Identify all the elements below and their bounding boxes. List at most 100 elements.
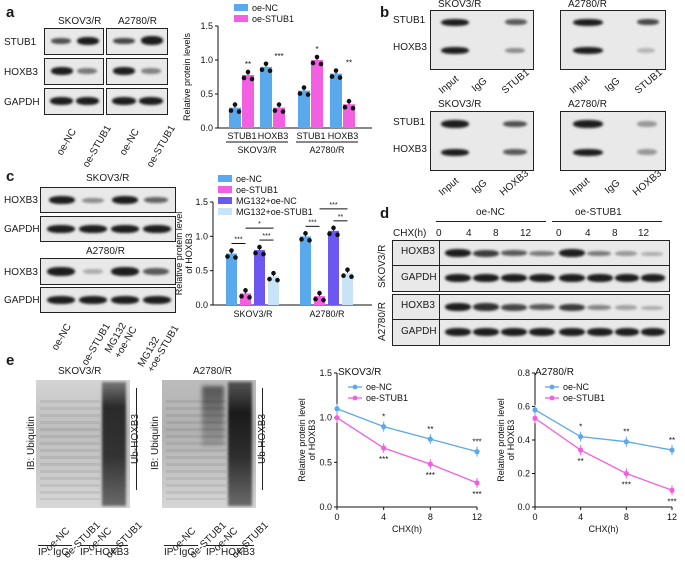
data-point [303, 231, 308, 236]
data-point [271, 270, 276, 276]
significance-mark: ** [338, 214, 344, 221]
y-tick-label: 1.0 [319, 413, 332, 423]
d-bracket [436, 221, 546, 222]
legend-marker [352, 384, 358, 390]
a-row-label: STUB1 [4, 37, 37, 48]
b-row-label: STUB1 [393, 117, 426, 128]
legend-label: oe-NC [236, 174, 263, 184]
y-axis-label: Relative protein levelof HOXB3 [297, 398, 317, 482]
data-point [427, 436, 433, 442]
panel-label-e: e [6, 352, 15, 369]
data-point [669, 447, 675, 453]
significance-mark: * [315, 45, 318, 54]
data-point [669, 487, 675, 493]
blot-stub1-skov3 [44, 28, 104, 55]
y-tick-label: 0.0 [195, 300, 208, 310]
data-point [349, 274, 354, 280]
data-point [532, 415, 538, 421]
data-point [275, 277, 280, 283]
data-point [333, 68, 339, 73]
bar [328, 230, 339, 305]
e-ib-label: IB: Ubiquitin [150, 416, 161, 470]
data-point [232, 102, 238, 107]
data-point [301, 85, 307, 90]
significance-mark: ** [346, 59, 352, 68]
e-ip-label: IP: HOXB3 [206, 547, 255, 558]
y-tick-label: 1.0 [200, 55, 213, 65]
b-row-label: HOXB3 [393, 42, 427, 53]
c-row-label: HOXB3 [4, 267, 38, 278]
c-cell-line: SKOV3/R [86, 173, 130, 184]
data-point [249, 76, 255, 82]
legend-swatch [218, 208, 232, 215]
data-point [337, 75, 343, 80]
x-axis-label: CHX(h) [392, 524, 422, 534]
data-point [239, 294, 244, 299]
data-point [236, 109, 242, 114]
data-point [427, 461, 433, 467]
x-tick-label: HOXB3 [258, 131, 289, 141]
data-point [578, 434, 584, 440]
bar [298, 90, 310, 128]
legend-label: oe-NC [252, 3, 279, 13]
x-tick-label: 0 [532, 512, 537, 522]
data-point [267, 68, 273, 74]
legend-swatch [218, 197, 232, 204]
bar [260, 66, 272, 128]
y-axis-label: Relative protein levelof HOXB3 [496, 398, 516, 482]
d-time: 4 [585, 228, 591, 239]
series-line [534, 417, 673, 491]
data-point [225, 254, 230, 259]
data-point [233, 255, 238, 260]
bar [268, 276, 279, 305]
legend-marker [352, 395, 358, 401]
y-tick-label: 1.0 [195, 231, 208, 241]
legend-label: MG132+oe-STUB1 [236, 207, 313, 217]
significance-mark: ** [669, 436, 675, 445]
data-point [267, 276, 272, 282]
x-tick-label: 8 [624, 512, 629, 522]
significance-mark: *** [472, 490, 481, 499]
y-tick-label: 0.0 [517, 502, 530, 512]
data-point [263, 61, 269, 67]
significance-mark: ** [578, 457, 584, 466]
panel-label-a: a [6, 4, 15, 21]
significance-mark: *** [329, 202, 337, 209]
legend-label: oe-STUB1 [563, 393, 605, 403]
d-time: 0 [556, 228, 562, 239]
data-point [334, 415, 340, 421]
d-treatment: oe-NC [476, 207, 505, 218]
significance-mark: *** [426, 471, 435, 480]
a-cell-line-1: SKOV3/R [58, 16, 102, 27]
data-point [314, 54, 320, 60]
significance-mark: *** [234, 237, 242, 244]
e-ip-label: IP: IgG [38, 547, 70, 558]
legend-label: oe-STUB1 [366, 393, 408, 403]
series-line [336, 417, 478, 484]
series-line [336, 408, 478, 453]
panel-label-b: b [380, 4, 390, 21]
data-point [280, 109, 286, 114]
legend-swatch [234, 15, 248, 22]
d-bracket [552, 221, 662, 222]
b-row-label: STUB1 [393, 15, 426, 26]
y-tick-label: 0.5 [195, 266, 208, 276]
data-point [245, 69, 251, 75]
y-tick-label: 0.8 [517, 368, 530, 378]
significance-mark: *** [472, 438, 481, 447]
chart-title: SKOV3/R [338, 367, 381, 378]
b-title: SKOV3/R [438, 99, 482, 110]
y-tick-label: 1.5 [319, 368, 332, 378]
data-point [257, 244, 262, 250]
legend-marker [549, 384, 555, 390]
y-tick-label: 0.4 [517, 435, 530, 445]
significance-mark: * [579, 423, 582, 432]
data-point [474, 480, 480, 486]
significance-mark: *** [379, 455, 388, 464]
legend-swatch [218, 175, 232, 182]
data-point [229, 248, 234, 253]
d-cell-line: A2780/R [377, 302, 388, 341]
data-point [335, 232, 340, 238]
b-title: SKOV3/R [438, 0, 482, 10]
